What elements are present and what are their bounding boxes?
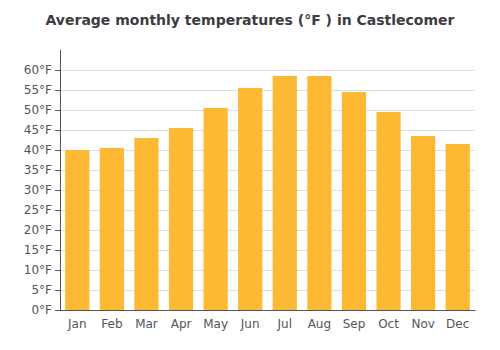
svg-text:40°F: 40°F	[24, 143, 52, 157]
svg-text:35°F: 35°F	[24, 163, 52, 177]
svg-text:10°F: 10°F	[24, 263, 52, 277]
svg-text:45°F: 45°F	[24, 123, 52, 137]
svg-text:15°F: 15°F	[24, 243, 52, 257]
svg-text:0°F: 0°F	[31, 303, 52, 317]
svg-text:Feb: Feb	[101, 317, 122, 331]
svg-text:May: May	[203, 317, 228, 331]
svg-text:55°F: 55°F	[24, 83, 52, 97]
svg-text:Average monthly temperatures (: Average monthly temperatures (°F ) in Ca…	[46, 12, 455, 28]
svg-text:Mar: Mar	[135, 317, 158, 331]
svg-text:Nov: Nov	[411, 317, 434, 331]
svg-text:20°F: 20°F	[24, 223, 52, 237]
svg-text:30°F: 30°F	[24, 183, 52, 197]
svg-text:5°F: 5°F	[31, 283, 52, 297]
svg-text:Dec: Dec	[446, 317, 469, 331]
svg-text:Apr: Apr	[171, 317, 192, 331]
svg-text:Sep: Sep	[343, 317, 366, 331]
svg-text:Jul: Jul	[277, 317, 292, 331]
svg-text:50°F: 50°F	[24, 103, 52, 117]
svg-text:Jun: Jun	[240, 317, 260, 331]
svg-text:25°F: 25°F	[24, 203, 52, 217]
svg-text:Oct: Oct	[378, 317, 399, 331]
svg-text:60°F: 60°F	[24, 63, 52, 77]
svg-text:Aug: Aug	[308, 317, 331, 331]
svg-text:Jan: Jan	[67, 317, 87, 331]
